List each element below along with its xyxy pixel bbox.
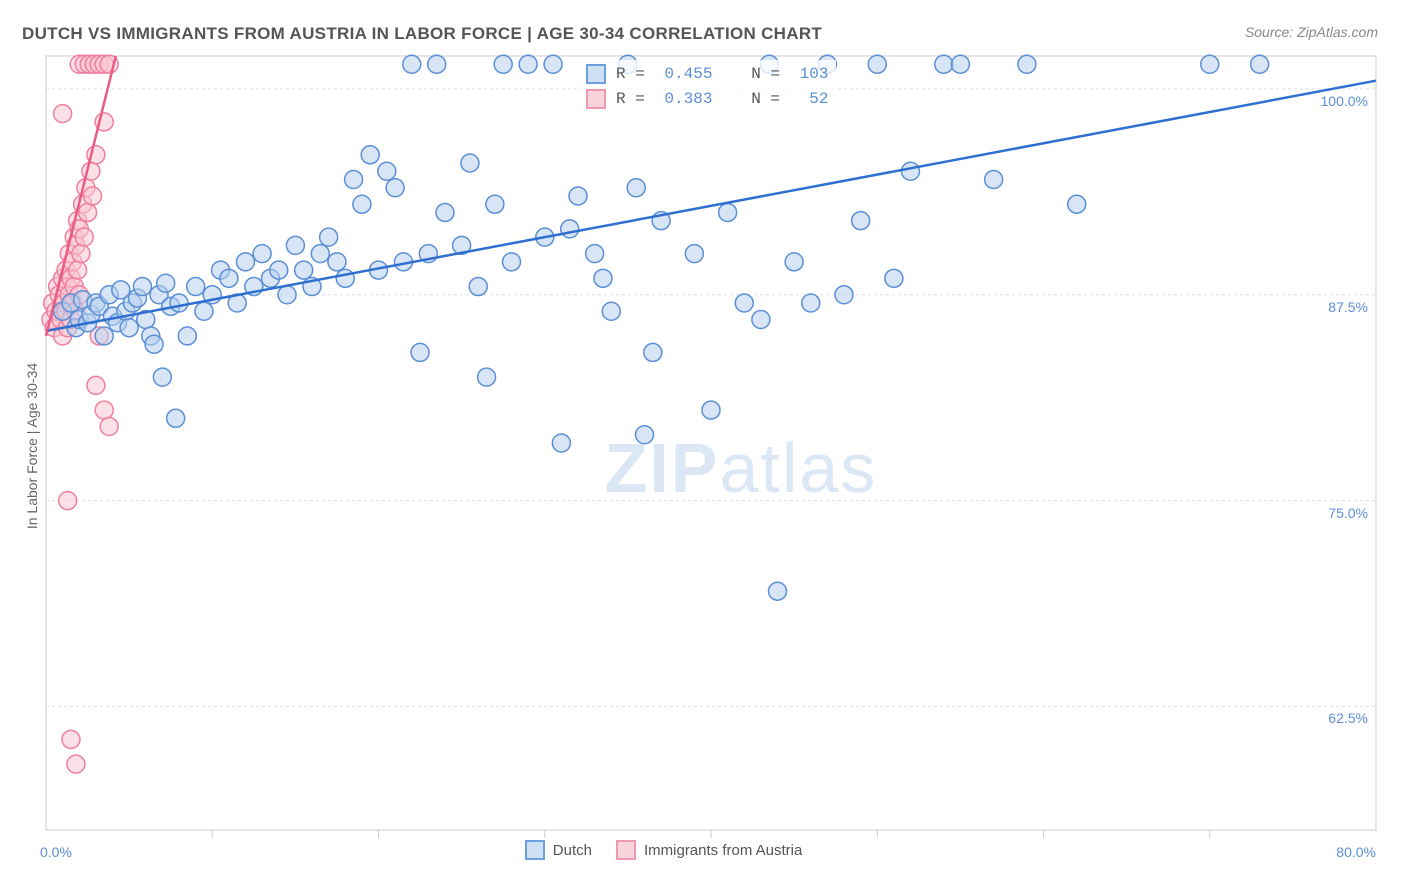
stats-swatch <box>586 64 606 84</box>
y-tick-label: 87.5% <box>1328 299 1368 315</box>
stats-r-value: 0.383 <box>664 87 712 112</box>
stats-n-value: 103 <box>800 62 829 87</box>
y-tick-label: 62.5% <box>1328 710 1368 726</box>
chart-svg <box>0 0 1406 892</box>
y-tick-label: 100.0% <box>1321 93 1368 109</box>
legend-label: Immigrants from Austria <box>644 842 802 859</box>
legend-swatch <box>525 840 545 860</box>
y-tick-label: 75.0% <box>1328 505 1368 521</box>
stats-row: R = 0.455 N = 103 <box>586 62 828 87</box>
legend-label: Dutch <box>553 842 592 859</box>
correlation-chart: DUTCH VS IMMIGRANTS FROM AUSTRIA IN LABO… <box>0 0 1406 892</box>
x-axis-max-label: 80.0% <box>1336 844 1376 860</box>
stats-n-value: 52 <box>800 87 829 112</box>
stats-swatch <box>586 89 606 109</box>
stats-row: R = 0.383 N = 52 <box>586 87 828 112</box>
legend: Dutch Immigrants from Austria <box>525 840 803 860</box>
stats-r-value: 0.455 <box>664 62 712 87</box>
legend-item: Immigrants from Austria <box>616 840 802 860</box>
legend-item: Dutch <box>525 840 592 860</box>
legend-swatch <box>616 840 636 860</box>
correlation-stats-box: R = 0.455 N = 103R = 0.383 N = 52 <box>578 60 836 114</box>
x-axis-min-label: 0.0% <box>40 844 72 860</box>
